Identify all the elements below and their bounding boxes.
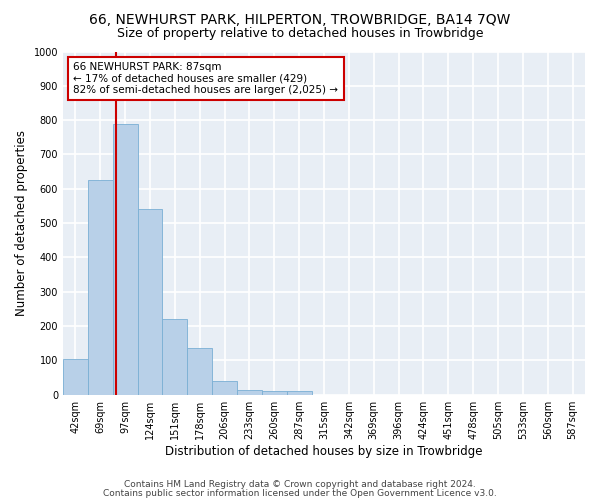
Bar: [137, 210, 163, 394]
Bar: [287, 392, 311, 394]
Bar: [63, 358, 88, 394]
Y-axis label: Number of detached properties: Number of detached properties: [15, 130, 28, 316]
Text: Contains public sector information licensed under the Open Government Licence v3: Contains public sector information licen…: [103, 488, 497, 498]
Bar: [262, 392, 287, 394]
Bar: [237, 390, 262, 394]
X-axis label: Distribution of detached houses by size in Trowbridge: Distribution of detached houses by size …: [165, 444, 483, 458]
Text: 66 NEWHURST PARK: 87sqm
← 17% of detached houses are smaller (429)
82% of semi-d: 66 NEWHURST PARK: 87sqm ← 17% of detache…: [73, 62, 338, 95]
Bar: [187, 348, 212, 395]
Text: 66, NEWHURST PARK, HILPERTON, TROWBRIDGE, BA14 7QW: 66, NEWHURST PARK, HILPERTON, TROWBRIDGE…: [89, 12, 511, 26]
Bar: [113, 124, 137, 394]
Bar: [163, 319, 187, 394]
Bar: [88, 180, 113, 394]
Text: Size of property relative to detached houses in Trowbridge: Size of property relative to detached ho…: [117, 28, 483, 40]
Text: Contains HM Land Registry data © Crown copyright and database right 2024.: Contains HM Land Registry data © Crown c…: [124, 480, 476, 489]
Bar: [212, 381, 237, 394]
